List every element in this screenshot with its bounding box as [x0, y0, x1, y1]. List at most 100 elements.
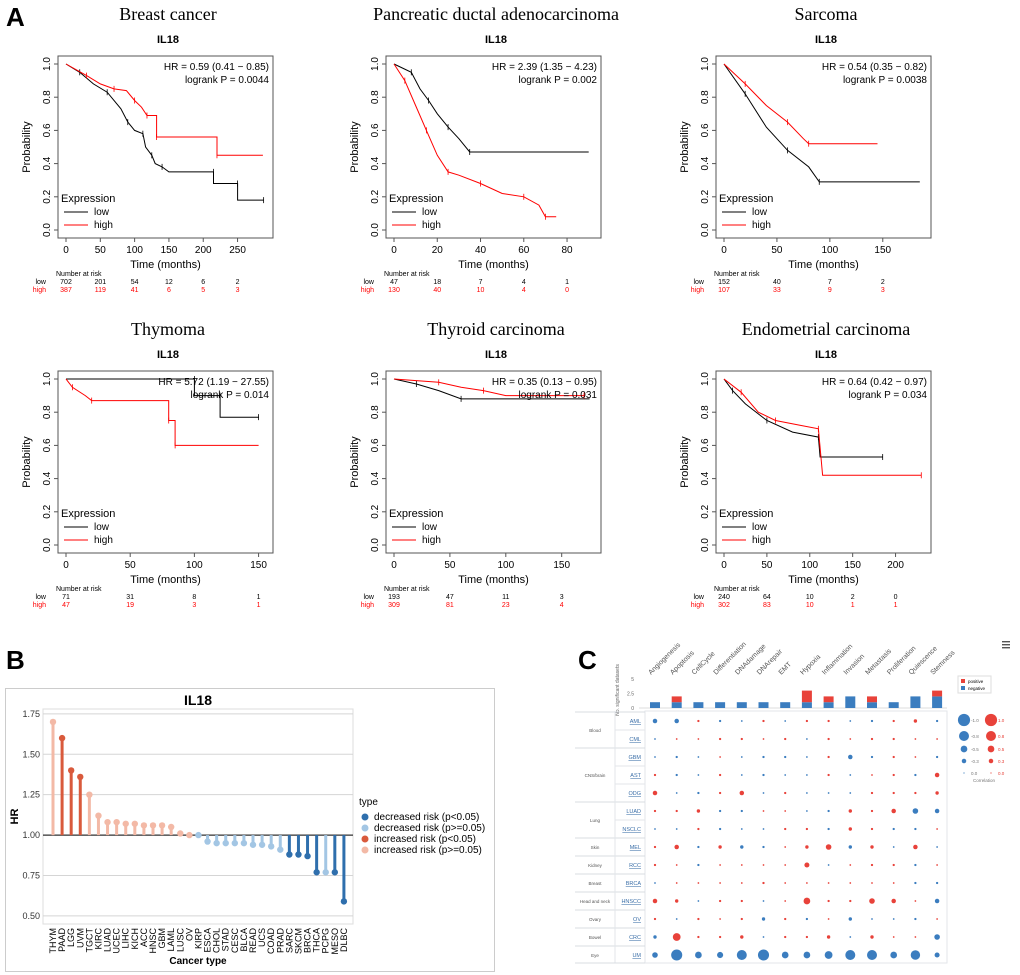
y-tick-label: 0.6: [370, 123, 381, 137]
bubble-aml-angiogenesis: [652, 718, 658, 724]
cancer-link-ast[interactable]: AST: [630, 773, 641, 779]
plot-frame: [715, 370, 932, 554]
bubble-um-hypoxia: [803, 951, 811, 959]
cancer-link-brca[interactable]: BRCA: [626, 881, 642, 887]
bubble-nsclc-invasion: [848, 827, 852, 831]
bubble-crc-cellcycle: [697, 935, 700, 939]
y-axis-label: Probability: [349, 436, 361, 488]
y-tick-label: 0.8: [700, 90, 711, 104]
cancer-link-gbm[interactable]: GBM: [628, 755, 641, 761]
size-legend-label-negative: -0.5: [971, 747, 979, 752]
bubble-gbm-metastasis: [870, 755, 874, 759]
lollipop-point-DLBC: [340, 898, 348, 905]
cancer-link-rcc[interactable]: RCC: [629, 863, 641, 869]
risk-row-low: low: [363, 279, 374, 286]
lollipop-point-KICH: [131, 820, 139, 827]
size-legend-title: Correlation: [973, 778, 996, 783]
y-tick-label: 0.8: [42, 405, 53, 419]
x-tick-label: 50: [761, 560, 773, 571]
risk-low-value: 8: [192, 594, 196, 601]
plot-frame: [385, 55, 602, 239]
bubble-crc-metastasis: [870, 935, 874, 939]
cancer-link-um[interactable]: UM: [632, 953, 641, 959]
cancer-link-crc[interactable]: CRC: [629, 935, 641, 941]
size-legend-label-positive: 0.8: [998, 734, 1005, 739]
cancer-link-nsclc[interactable]: NSCLC: [622, 827, 641, 833]
x-tick-label: UVM: [75, 928, 85, 948]
km-title: Pancreatic ductal adenocarcinoma: [373, 4, 619, 24]
cancer-link-hnscc[interactable]: HNSCC: [621, 899, 641, 905]
risk-high-value: 1: [851, 602, 855, 609]
bar-y-tick: 2.5: [627, 692, 634, 698]
risk-row-high: high: [33, 287, 46, 294]
y-tick-label: 0.4: [700, 471, 711, 485]
bubble-mel-quiescence: [913, 844, 918, 850]
bar-negative-quiescence: [910, 696, 921, 708]
group-label: Bowel: [589, 935, 601, 940]
x-tick-label: 50: [444, 560, 456, 571]
cancer-link-ov[interactable]: OV: [633, 917, 641, 923]
risk-table-title: Number at risk: [384, 586, 430, 593]
x-tick-label: 150: [250, 560, 267, 571]
km-gene-label: IL18: [485, 34, 507, 46]
panel-label-b: B: [6, 645, 25, 675]
bubble-brca-cellcycle: [697, 882, 700, 884]
y-tick-label: 0.50: [22, 911, 40, 921]
bubble-gbm-proliferation: [892, 755, 895, 759]
group-label: Ovary: [589, 917, 602, 922]
bubble-gbm-differentiation: [719, 756, 721, 758]
risk-high-value: 19: [126, 602, 134, 609]
size-legend-positive: [984, 713, 998, 727]
cancer-link-mel[interactable]: MEL: [630, 845, 641, 851]
legend-title: Expression: [719, 193, 773, 205]
bubble-nsclc-stemness: [936, 828, 938, 830]
risk-low-value: 201: [94, 279, 106, 286]
km-gene-label: IL18: [815, 34, 837, 46]
bubble-ast-metastasis: [871, 774, 873, 776]
bubble-ov-emt: [784, 917, 787, 921]
bar-negative-differentiation: [715, 702, 726, 708]
legend-label: high: [752, 535, 771, 546]
y-tick-label: 0.0: [42, 223, 53, 237]
legend-swatch-positive: [961, 679, 965, 683]
lollipop-point-LGG: [67, 767, 75, 774]
hazard-ratio-text: HR = 5.72 (1.19 − 27.55): [158, 377, 269, 388]
risk-low-value: 54: [131, 279, 139, 286]
x-axis-label: Time (months): [458, 574, 529, 586]
bubble-aml-cellcycle: [697, 719, 700, 723]
x-axis-label: Time (months): [130, 259, 201, 271]
y-axis-label: Probability: [679, 436, 691, 488]
bubble-mel-emt: [784, 846, 787, 848]
cancer-link-cml[interactable]: CML: [629, 737, 641, 743]
bubble-crc-proliferation: [892, 936, 895, 938]
group-label: CNS/brain: [585, 773, 606, 778]
bubble-cml-proliferation: [892, 737, 895, 741]
km-gene-label: IL18: [157, 34, 179, 46]
lollipop-point-PAAD: [58, 734, 66, 742]
hamburger-menu-icon[interactable]: [1002, 641, 1010, 649]
cancer-link-aml[interactable]: AML: [630, 719, 641, 725]
cancer-link-luad[interactable]: LUAD: [626, 809, 641, 815]
survival-curve-high: [723, 378, 922, 476]
y-axis-label: Probability: [21, 121, 33, 173]
bubble-odg-angiogenesis: [652, 790, 658, 796]
survival-curve-high: [393, 378, 585, 397]
risk-high-value: 6: [167, 287, 171, 294]
bubble-odg-quiescence: [914, 791, 917, 795]
bubble-crc-emt: [784, 935, 787, 939]
cancer-link-odg[interactable]: ODG: [628, 791, 641, 797]
x-tick-label: 150: [161, 245, 178, 256]
bubble-cml-dnarepair: [762, 738, 765, 740]
bar-negative-inflammation: [823, 702, 834, 708]
bar-negative-emt: [780, 702, 791, 708]
bubble-hnscc-proliferation: [891, 898, 896, 904]
bubble-hnscc-differentiation: [718, 899, 722, 903]
y-tick-label: 0.8: [700, 405, 711, 419]
bubble-crc-hypoxia: [805, 935, 809, 939]
x-tick-label: COAD: [266, 928, 276, 955]
x-tick-label: 60: [518, 245, 530, 256]
bubble-grid-frame: [644, 710, 948, 964]
risk-high-value: 3: [881, 287, 885, 294]
risk-low-value: 6: [201, 279, 205, 286]
lollipop-point-PCPG: [322, 869, 329, 876]
